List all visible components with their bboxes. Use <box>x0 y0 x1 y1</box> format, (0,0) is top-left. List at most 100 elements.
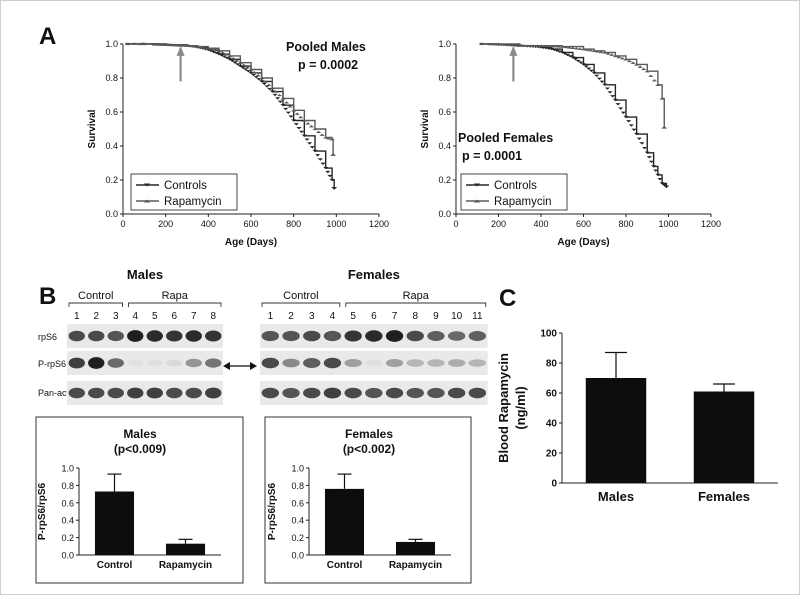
survival-0-series-1-point <box>209 47 215 51</box>
bar-females-ylabel: P-rpS6/rpS6 <box>267 482 278 540</box>
blot-males-band <box>185 330 202 342</box>
blot-row-label-rps6: rpS6 <box>38 332 57 342</box>
survival-0-ytick-label: 0.8 <box>105 73 118 83</box>
survival-1-series-0-point <box>564 53 571 57</box>
survival-1-legend <box>460 173 568 211</box>
inset-males-title: Males <box>123 427 157 441</box>
survival-1-series-1-point <box>495 42 502 46</box>
survival-0-series-0-point <box>221 55 227 58</box>
survival-1-series-0-point <box>657 177 663 181</box>
blot-males-group-bracket-0 <box>68 302 123 307</box>
survival-0-ytick-label: 1.0 <box>105 39 118 49</box>
blot-males-band <box>107 358 124 368</box>
survival-1-series-0-point <box>661 183 667 187</box>
blot-males-band <box>107 387 124 399</box>
survival-0-series-0-point <box>296 126 302 130</box>
survival-0-series-0-point <box>320 162 326 166</box>
survival-1-series-0-point <box>659 182 665 185</box>
survival-1-series-1-point <box>644 70 650 73</box>
survival-1-xtick-label: 400 <box>533 219 548 229</box>
blot-females-band <box>385 387 404 399</box>
blot-females-group-0: Control <box>283 290 318 302</box>
bar-females-ytick-label: 0.6 <box>291 498 304 508</box>
blot-arrowhead-left <box>223 362 230 370</box>
survival-1-series-0-point <box>646 156 652 159</box>
blot-row-label-p-rps6: P-rpS6 <box>38 359 66 369</box>
survival-1-series-0-point <box>599 80 605 83</box>
bar-males-ytick-label: 0.8 <box>61 481 74 491</box>
blot-males-lane-number: 5 <box>152 311 158 322</box>
bar-males-ytick-label: 0.0 <box>61 551 74 561</box>
survival-1-series-1-point <box>527 44 533 47</box>
bar-blood-rapamycin-ylabel-0: Blood Rapamycin <box>496 353 511 463</box>
survival-1-treatment-arrowhead <box>509 45 518 56</box>
bar-females-bar-rapamycin <box>395 541 436 555</box>
blot-males-band <box>68 387 85 399</box>
survival-1-series-0-point <box>551 48 557 52</box>
survival-1-series-1-point <box>506 43 512 47</box>
survival-0-series-1-point <box>269 87 275 90</box>
blot-females-lane-number: 11 <box>472 311 483 322</box>
bar-males-ytick-label: 0.2 <box>61 533 74 543</box>
blot-females-band <box>323 330 342 342</box>
panel-label-b: B <box>39 283 56 310</box>
survival-1-series-0-point <box>620 111 626 115</box>
survival-1-series-1-point <box>520 44 526 47</box>
blot-females-band <box>323 387 342 399</box>
survival-0-legend-marker-1 <box>143 199 151 203</box>
survival-1-xtick-label: 1000 <box>658 219 678 229</box>
survival-0-series-1-point <box>187 44 194 48</box>
blot-females-band <box>303 358 321 368</box>
survival-1-series-1-point <box>661 125 668 129</box>
survival-1-series-1-point <box>648 74 654 77</box>
survival-1-series-0-point <box>586 67 592 70</box>
blot-males-band <box>146 330 163 342</box>
survival-0-series-0-point <box>309 146 315 149</box>
survival-1-series-1-point <box>556 45 562 48</box>
survival-0-series-1-point <box>294 112 300 115</box>
survival-0-series-0-point <box>211 50 217 54</box>
survival-0-series-0-point <box>229 59 235 63</box>
survival-0-series-0-point <box>288 115 294 118</box>
survival-0-series-0-point <box>275 97 281 100</box>
blot-males-title: Males <box>127 267 163 282</box>
blot-females-band <box>385 358 404 368</box>
survival-1-xtick-label: 200 <box>491 219 506 229</box>
survival-0-series-0-point <box>325 170 331 174</box>
survival-0-xtick-label: 800 <box>286 219 301 229</box>
survival-0-ylabel: Survival <box>87 109 98 148</box>
bar-males-ylabel: P-rpS6/rpS6 <box>37 482 48 540</box>
survival-1-xtick-label: 600 <box>576 219 591 229</box>
survival-1-series-1-point <box>626 59 633 63</box>
survival-0-series-1-point <box>255 73 261 77</box>
survival-0-series-0-point <box>315 154 321 157</box>
bar-females-ytick-label: 1.0 <box>291 464 304 474</box>
blot-females-band <box>261 357 280 369</box>
survival-1-series-0-point <box>626 120 632 123</box>
survival-0-xlabel: Age (Days) <box>225 237 277 248</box>
blot-females-band <box>282 330 300 342</box>
survival-0-series-0-point <box>329 178 335 182</box>
bar-blood-rapamycin-ytick-label: 20 <box>546 449 558 460</box>
survival-1-xtick-label: 800 <box>618 219 633 229</box>
survival-1-series-1-point <box>552 45 558 48</box>
survival-0-series-1-point <box>212 48 219 52</box>
survival-0-series-1-point <box>198 45 204 49</box>
blot-males-band <box>107 330 124 342</box>
survival-1-series-1-point <box>499 43 505 46</box>
survival-0-series-0-point <box>213 51 219 55</box>
blot-males-band <box>88 357 105 369</box>
survival-1-ylabel: Survival <box>420 109 431 148</box>
survival-1-series-0-point <box>663 185 670 189</box>
survival-1-series-1-point <box>609 53 615 56</box>
survival-0-legend-marker-0 <box>143 183 151 187</box>
bar-females-ytick-label: 0.4 <box>291 516 304 526</box>
survival-1-pvalue: p = 0.0001 <box>462 149 522 163</box>
survival-0-series-1-point <box>329 138 335 141</box>
survival-0-series-1-point <box>180 44 187 47</box>
blot-females-band <box>447 359 466 367</box>
survival-1-legend-marker-1 <box>473 199 481 203</box>
blot-males-band <box>185 387 202 399</box>
blot-females-lane-number: 3 <box>309 311 315 322</box>
bar-males-bar-control <box>94 491 135 555</box>
